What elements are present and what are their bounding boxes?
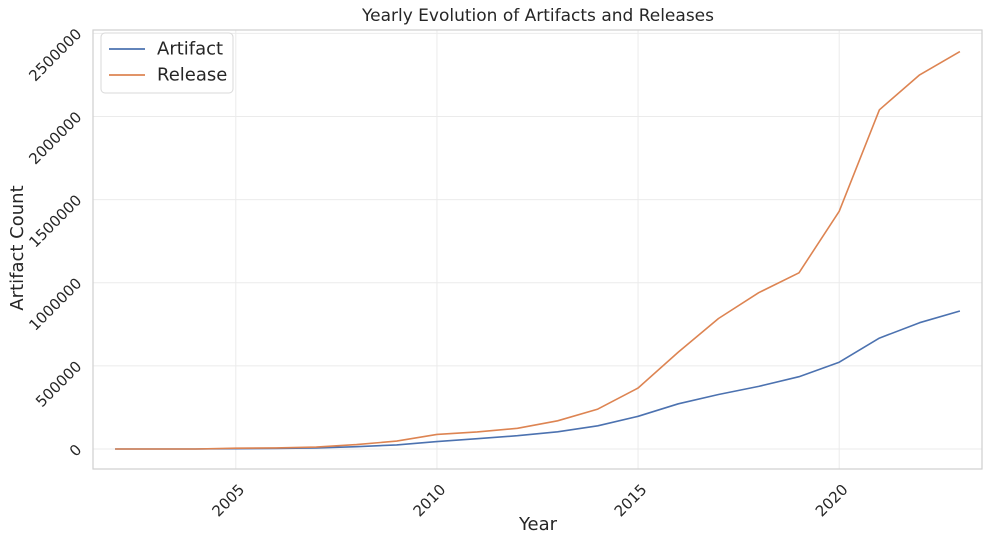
series-line-release [115, 50, 961, 450]
y-axis-label: Artifact Count [7, 185, 28, 310]
y-tick-label: 1000000 [25, 274, 85, 334]
plot-frame [92, 29, 983, 470]
y-tick-label: 0 [66, 441, 85, 460]
x-axis-label: Year [518, 514, 558, 535]
series-line-artifact [115, 310, 961, 450]
y-tick-label: 1500000 [25, 191, 85, 251]
x-tick-label: 2015 [611, 481, 651, 521]
y-axis-ticks: 0 500000 1000000 1500000 2000000 2500000 [25, 25, 85, 460]
series-lines [115, 50, 961, 450]
x-tick-label: 2005 [208, 481, 248, 521]
y-tick-label: 2000000 [25, 108, 85, 168]
grid-lines [93, 30, 982, 469]
legend-box [100, 32, 234, 94]
y-tick-label: 2500000 [25, 25, 85, 85]
legend: Artifact Release [100, 32, 234, 94]
legend-label-artifact: Artifact [157, 39, 223, 60]
x-tick-label: 2020 [812, 481, 852, 521]
chart-title: Yearly Evolution of Artifacts and Releas… [361, 6, 714, 26]
y-tick-label: 500000 [32, 358, 85, 411]
x-tick-label: 2010 [410, 481, 450, 521]
legend-label-release: Release [157, 65, 227, 86]
